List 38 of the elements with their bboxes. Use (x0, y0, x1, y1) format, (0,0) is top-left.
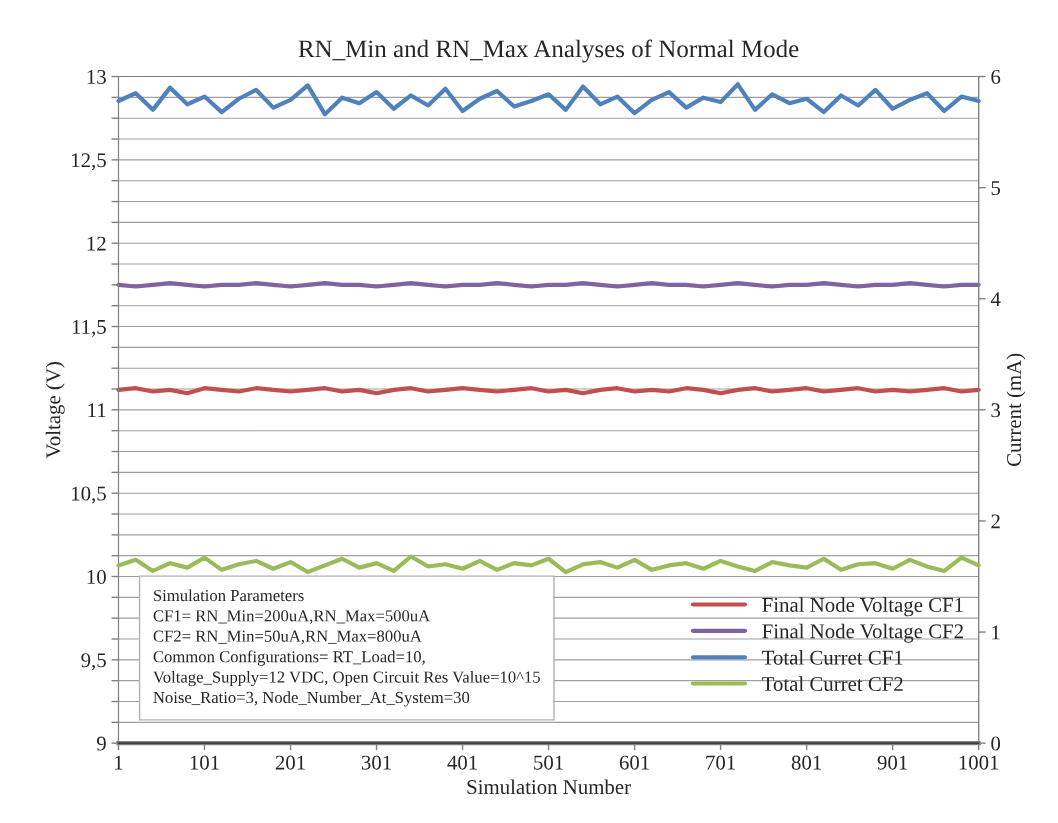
legend-label: Total Curret CF1 (762, 650, 903, 665)
y2-tick-label: 5 (991, 181, 1001, 196)
x-tick-label: 701 (706, 755, 735, 770)
y2-tick-label: 4 (990, 292, 1001, 306)
x-tick-label: 1 (115, 755, 123, 770)
y2-tick-label: 2 (991, 514, 1000, 529)
x-tick-label: 601 (619, 755, 649, 770)
legend-label: Final Node Voltage CF1 (762, 597, 963, 617)
y-tick-label: 13 (87, 69, 106, 84)
y-tick-label: 10,5 (72, 486, 106, 504)
y2-axis-title: Current (mA) (1006, 353, 1026, 466)
x-tick-label: 501 (534, 755, 563, 770)
x-tick-label: 401 (447, 755, 477, 770)
y-tick-label: 12 (87, 236, 106, 251)
x-tick-label: 901 (877, 755, 908, 770)
legend-label: Final Node Voltage CF2 (762, 623, 963, 643)
y-axis-title: Voltage (V) (45, 362, 65, 459)
x-tick-label: 801 (791, 755, 821, 770)
y-tick-label: 11 (88, 403, 106, 418)
y2-tick-label: 1 (992, 625, 1000, 640)
chart-title: RN_Min and RN_Max Analyses of Normal Mode (298, 39, 799, 63)
x-tick-label: 201 (275, 755, 305, 770)
legend-label: Total Curret CF2 (762, 676, 903, 692)
line-series (116, 554, 981, 575)
y2-tick-label: 3 (991, 403, 1001, 418)
y-tick-label: 12,5 (72, 153, 106, 171)
y2-tick-label: 0 (991, 736, 1001, 751)
annotation: Simulation Parameters CF1= RN_Min=200uA,RN_Max=500uA CF2= RN_Min=50uA,RN_Max=800uA Common Configurations= RT_Load=10, Voltage_Supply=12 VDC, Open Circuit Res Value=10^15 Noise_Ratio=3, Node_Number_At_System=30 (153, 589, 540, 707)
y-tick-label: 9 (96, 736, 106, 751)
y-tick-label: 9,5 (81, 653, 106, 671)
y-tick-label: 10 (87, 569, 106, 584)
x-tick-label: 301 (361, 755, 391, 770)
line-series (116, 82, 981, 117)
y2-tick-label: 6 (991, 69, 1001, 84)
y-tick-label: 11,5 (72, 320, 106, 337)
x-tick-label: 1001 (959, 755, 999, 770)
x-axis-title: Simulation Number (467, 779, 631, 795)
x-tick-label: 101 (190, 755, 219, 770)
